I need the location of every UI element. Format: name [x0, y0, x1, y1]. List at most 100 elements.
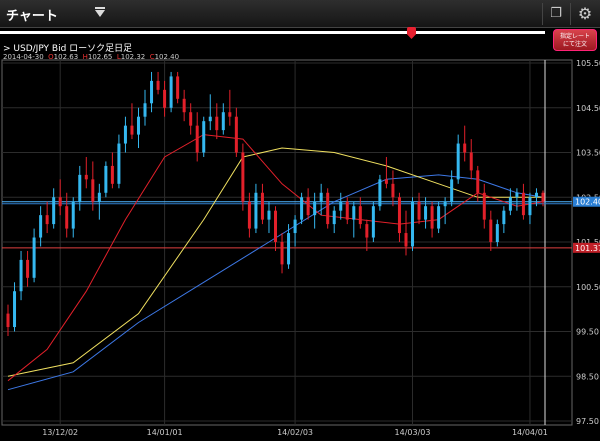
candle-body	[156, 80, 160, 90]
x-tick-label: 14/03/03	[395, 428, 431, 437]
divider	[542, 3, 543, 25]
x-tick-label: 14/01/01	[147, 428, 183, 437]
candle-body	[19, 259, 23, 292]
candle-body	[104, 165, 108, 193]
candle-body	[352, 206, 356, 220]
candle-body	[13, 291, 17, 328]
y-tick-label: 100.50	[576, 283, 600, 292]
candle-body	[437, 206, 441, 229]
candle-body	[384, 179, 388, 184]
candle-body	[528, 197, 532, 216]
candle-body	[32, 237, 36, 278]
candle-body	[260, 192, 264, 220]
y-tick-label: 97.50	[576, 417, 599, 426]
order-at-rate-button[interactable]: 指定レート にて注文	[553, 29, 597, 51]
candle-body	[143, 103, 147, 117]
ma-red-line	[7, 134, 544, 382]
candle-body	[202, 121, 206, 153]
y-tick-label: 99.50	[576, 328, 599, 337]
candle-body	[339, 201, 343, 211]
ohlc-open: 102.63	[53, 53, 79, 61]
candle-body	[306, 197, 310, 216]
range-slider-thumb[interactable]	[407, 27, 416, 39]
candle-body	[215, 116, 219, 131]
candle-body	[65, 206, 69, 229]
candle-body	[515, 192, 519, 198]
candle-body	[169, 76, 173, 108]
candle-body	[326, 192, 330, 225]
candle-body	[541, 192, 545, 202]
ma-yellow-line	[7, 147, 543, 377]
candle-body	[123, 125, 127, 144]
title-bar: チャート ❐ ⚙	[0, 0, 600, 28]
candle-body	[274, 210, 277, 242]
ohlc-open-key: O	[48, 53, 54, 61]
marker-price-tag: 101.37	[575, 244, 600, 253]
candle-body	[163, 89, 167, 108]
current-price-tag: 102.40	[575, 198, 600, 207]
gear-icon[interactable]: ⚙	[577, 4, 593, 23]
candle-body	[521, 192, 525, 216]
candle-body	[247, 201, 251, 229]
ohlc-high: 102.65	[87, 53, 113, 61]
candle-body	[417, 201, 421, 220]
symbol-label: > USD/JPY Bid ローソク足日足	[3, 44, 133, 54]
marker-price-tag-bg	[573, 242, 600, 253]
candle-body	[404, 233, 408, 247]
candle-body	[130, 125, 134, 135]
ohlc-date: 2014-04-30	[3, 53, 44, 61]
y-tick-label: 98.50	[576, 372, 599, 381]
candle-body	[234, 116, 238, 153]
candle-body	[110, 165, 114, 184]
candle-body	[391, 183, 395, 198]
y-tick-label: 104.50	[576, 104, 600, 113]
current-price-tag-bg	[573, 196, 600, 207]
range-slider-track[interactable]	[0, 31, 545, 34]
candle-body	[84, 174, 88, 180]
candle-body	[150, 80, 154, 104]
ohlc-low: 102.32	[120, 53, 146, 61]
candle-body	[117, 143, 121, 184]
candle-body	[345, 201, 349, 220]
candle-body	[476, 170, 480, 193]
ma-blue-line	[7, 174, 544, 391]
x-tick-label: 13/12/02	[42, 428, 78, 437]
candle-body	[424, 206, 428, 220]
candle-body	[508, 197, 512, 211]
candle-body	[534, 192, 538, 198]
candle-body	[26, 259, 30, 278]
divider	[570, 3, 571, 25]
candle-body	[195, 125, 199, 153]
candle-body	[189, 112, 193, 126]
ohlc-high-key: H	[82, 53, 88, 61]
candle-body	[221, 112, 225, 131]
ohlc-close-key: C	[149, 53, 155, 61]
y-tick-label: 103.50	[576, 149, 600, 158]
y-tick-label: 105.50	[576, 59, 600, 68]
candle-body	[365, 224, 369, 238]
ohlc-low-key: L	[116, 53, 121, 61]
order-button-line1: 指定レート	[559, 33, 590, 40]
candle-body	[136, 116, 140, 135]
window-title: チャート	[6, 9, 58, 24]
window-icon[interactable]: ❐	[550, 6, 562, 21]
order-button-line2: にて注文	[562, 41, 587, 48]
chart-menu-dropdown-icon[interactable]	[95, 7, 105, 17]
candle-body	[502, 210, 506, 225]
candle-body	[319, 192, 323, 202]
candle-body	[97, 192, 101, 202]
candle-body	[482, 192, 486, 220]
x-tick-label: 14/04/01	[512, 428, 548, 437]
ohlc-readout: 2014-04-30 O102.63 H102.65 L102.32 C102.…	[3, 53, 179, 61]
candle-body	[228, 112, 232, 117]
candle-body	[469, 152, 473, 171]
candle-body	[495, 224, 499, 242]
y-tick-label: 101.50	[576, 238, 600, 247]
candle-body	[489, 219, 493, 242]
candle-body	[293, 219, 297, 234]
candle-body	[411, 201, 415, 247]
candle-body	[254, 192, 258, 229]
candle-body	[39, 215, 43, 238]
candle-body	[371, 206, 375, 238]
